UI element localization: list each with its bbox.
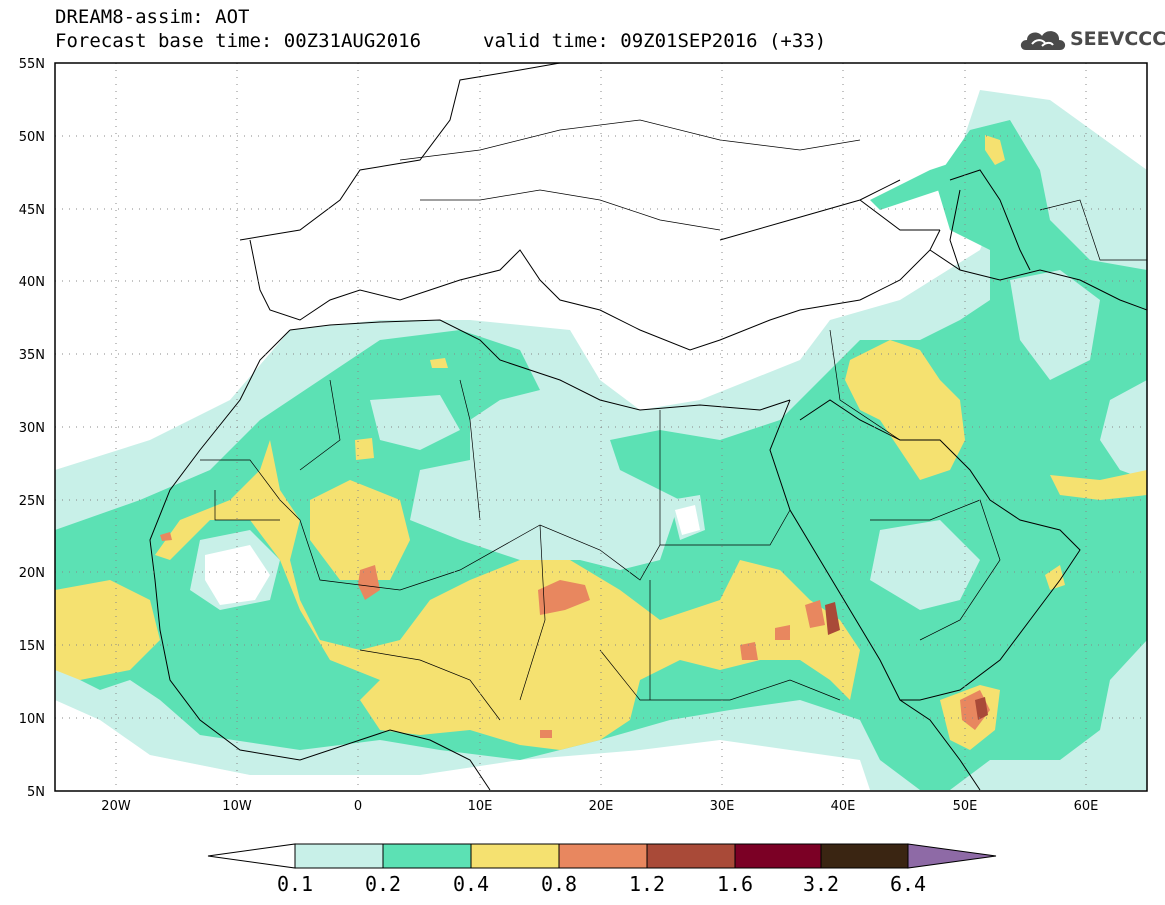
title-line-2: Forecast base time: 00Z31AUG2016 valid ti… (55, 30, 826, 52)
lat-labels: 55N 50N 45N 40N 35N 30N 25N 20N 15N 10N … (19, 57, 45, 800)
lat-label: 35N (19, 348, 45, 363)
logo-text: SEEVCCC (1070, 28, 1165, 50)
lat-label: 15N (19, 639, 45, 654)
lat-label: 25N (19, 494, 45, 509)
lon-label: 0 (354, 799, 362, 814)
legend-swatch (294, 843, 384, 869)
lat-label: 45N (19, 203, 45, 218)
legend-label: 1.2 (629, 872, 665, 896)
legend-label: 0.4 (453, 872, 489, 896)
legend-arrow-high (907, 843, 997, 869)
lat-label: 20N (19, 566, 45, 581)
legend-label: 3.2 (803, 872, 839, 896)
legend-swatch (820, 843, 909, 869)
color-legend (207, 843, 997, 869)
legend-label: 6.4 (890, 872, 926, 896)
lat-label: 55N (19, 57, 45, 72)
lon-label: 20E (589, 799, 614, 814)
lon-label: 30E (710, 799, 735, 814)
map-frame (54, 62, 1148, 792)
legend-swatch (558, 843, 648, 869)
aot-level-1.2 (825, 602, 988, 720)
legend-label: 0.1 (277, 872, 313, 896)
lon-label: 40E (831, 799, 856, 814)
legend-arrow-low (207, 843, 296, 869)
base-time: Forecast base time: 00Z31AUG2016 (55, 30, 422, 52)
coastlines (149, 63, 1147, 791)
aot-level-0.2 (55, 120, 1147, 790)
legend-labels: 0.1 0.2 0.4 0.8 1.2 1.6 3.2 6.4 (277, 872, 926, 896)
legend-swatch (734, 843, 822, 869)
legend-swatch (382, 843, 472, 869)
legend-label: 1.6 (717, 872, 753, 896)
cloud-icon (1020, 31, 1066, 50)
lon-label: 10W (222, 799, 252, 814)
lon-label: 50E (953, 799, 978, 814)
legend-swatch (470, 843, 560, 869)
title-line-1: DREAM8-assim: AOT (55, 6, 250, 28)
lon-labels: 20W 10W 0 10E 20E 30E 40E 50E 60E (101, 799, 1098, 814)
lon-label: 10E (468, 799, 493, 814)
lon-label: 20W (101, 799, 131, 814)
lat-label: 30N (19, 421, 45, 436)
lat-label: 40N (19, 275, 45, 290)
aot-level-0.8 (160, 532, 990, 738)
legend-label: 0.8 (541, 872, 577, 896)
lat-label: 50N (19, 130, 45, 145)
gridlines (55, 63, 1147, 791)
valid-time: valid time: 09Z01SEP2016 (+33) (483, 30, 827, 52)
lat-label: 5N (27, 785, 45, 800)
lon-label: 60E (1074, 799, 1099, 814)
lat-label: 10N (19, 712, 45, 727)
legend-label: 0.2 (365, 872, 401, 896)
legend-swatch (646, 843, 736, 869)
seevccc-logo: SEEVCCC (1018, 24, 1165, 56)
